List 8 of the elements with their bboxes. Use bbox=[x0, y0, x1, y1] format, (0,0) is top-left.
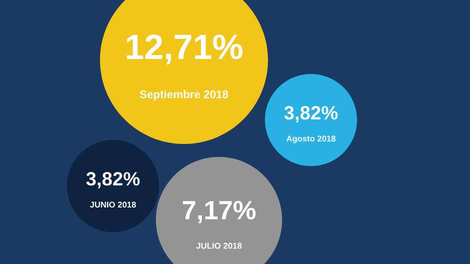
data-label: 7,17% bbox=[182, 200, 256, 224]
data-label: 12,71% bbox=[126, 34, 242, 64]
category-label: Agosto 2018 bbox=[286, 136, 336, 144]
category-label: JUNIO 2018 bbox=[90, 202, 136, 208]
category-label: Septiembre 2018 bbox=[140, 90, 228, 100]
data-label: 3,82% bbox=[86, 172, 140, 188]
category-label: JULIO 2018 bbox=[196, 242, 242, 249]
data-label: 3,82% bbox=[284, 106, 338, 122]
